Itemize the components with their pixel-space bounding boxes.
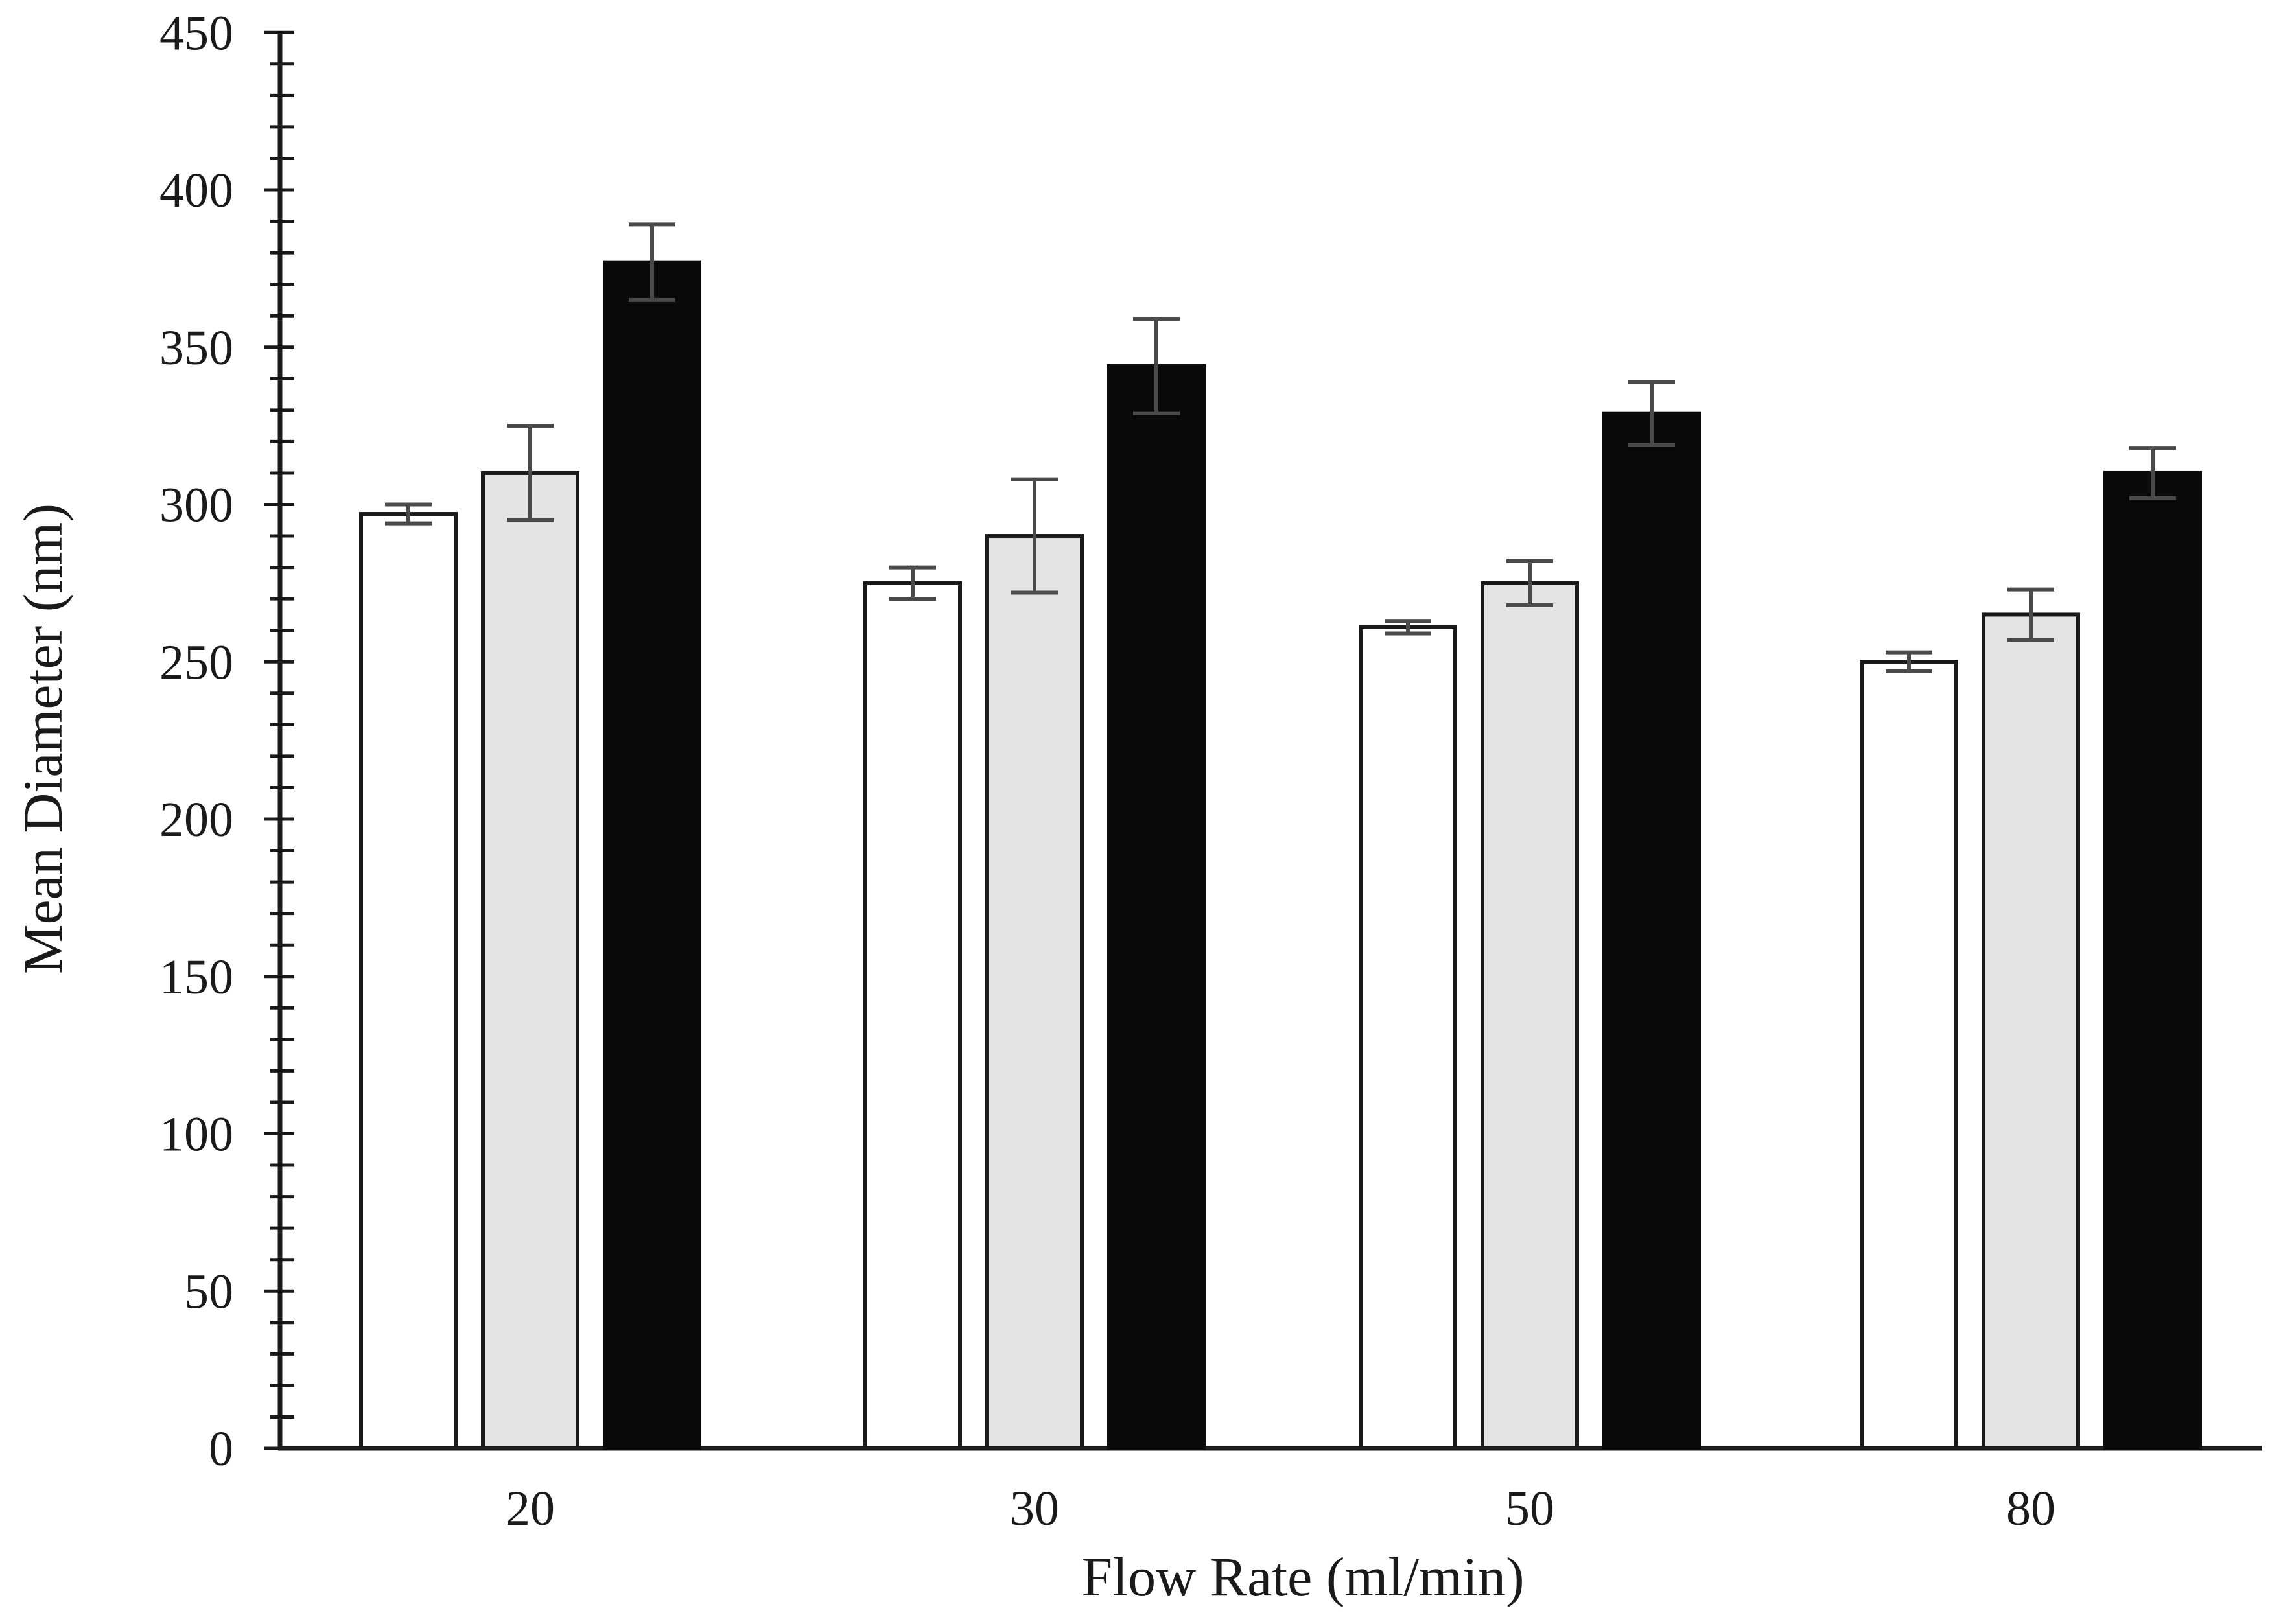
plot-area: 0 50 100 150 200 250 300 350 400 450 20 30 50 80 [159, 6, 2262, 1536]
gray-bar-group-20 [481, 470, 579, 1451]
y-axis-tick-label: 450 [159, 6, 233, 60]
y-axis-tick-label: 200 [159, 793, 233, 847]
gray-bar-group-50 [1481, 581, 1579, 1450]
y-axis-tick-label: 50 [184, 1264, 233, 1319]
y-axis-tick-label: 300 [159, 478, 233, 533]
black-bar-group-30 [1107, 364, 1206, 1450]
black-bar-group-20 [603, 260, 701, 1450]
white-bar-group-30 [863, 581, 962, 1450]
y-axis-title: Mean Diameter (nm) [12, 504, 74, 974]
y-axis-tick-label: 400 [159, 163, 233, 218]
white-bar-group-20 [359, 512, 458, 1451]
x-axis-category-label: 80 [2006, 1481, 2055, 1536]
y-axis-tick-label: 150 [159, 950, 233, 1004]
white-bar-group-50 [1359, 625, 1457, 1450]
y-axis-tick-label: 100 [159, 1108, 233, 1162]
y-axis-tick-label: 350 [159, 321, 233, 375]
y-axis-tick-label: 250 [159, 635, 233, 690]
black-bar-group-50 [1602, 411, 1701, 1451]
y-axis-tick-label: 0 [209, 1422, 233, 1476]
white-bar-group-80 [1860, 660, 1958, 1450]
x-axis-category-label: 20 [506, 1481, 555, 1536]
black-bar-group-80 [2103, 470, 2202, 1451]
x-axis-title: Flow Rate (ml/min) [1081, 1546, 1524, 1608]
x-axis-category-label: 30 [1010, 1481, 1059, 1536]
gray-bar-group-30 [985, 534, 1084, 1450]
x-axis-category-label: 50 [1505, 1481, 1554, 1536]
gray-bar-group-80 [1982, 612, 2080, 1450]
